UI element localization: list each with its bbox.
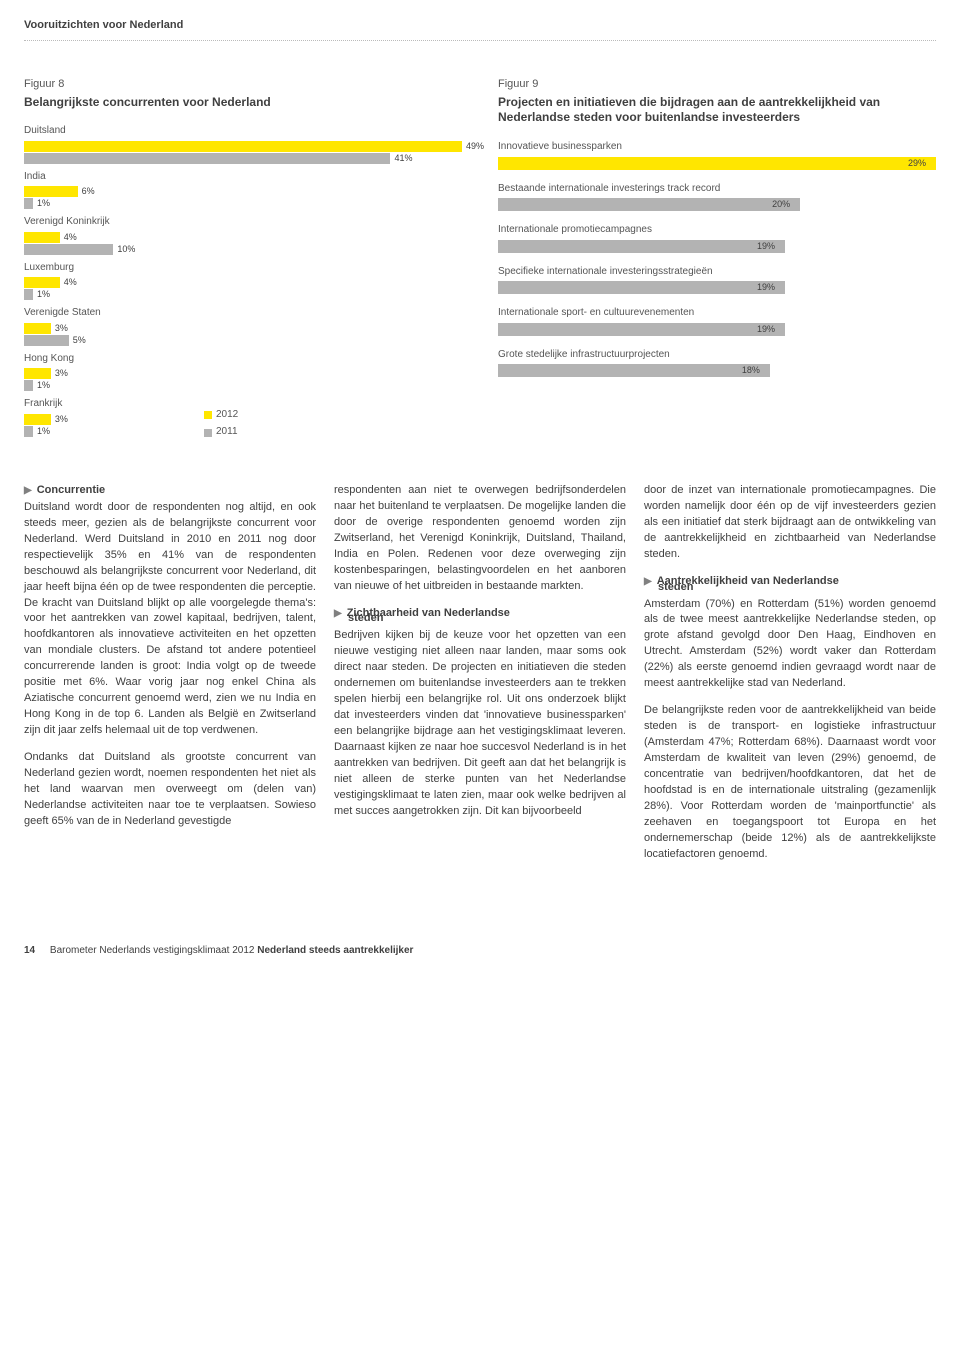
section-concurrentie-head: ▶ Concurrentie [24,483,316,499]
col2-p1: respondenten aan niet te overwegen bedri… [334,483,626,595]
figure-9-label: Figuur 9 [498,77,936,93]
chart8-country-label: Verenigde Staten [24,306,462,321]
page-header: Vooruitzichten voor Nederland [24,18,936,41]
column-3: door de inzet van internationale promoti… [644,483,936,874]
legend-swatch [204,429,212,437]
chart8-country-label: Duitsland [24,124,462,139]
arrow-icon: ▶ [644,575,652,590]
chart8-country-label: India [24,170,462,185]
chart8-value-2011: 1% [37,379,50,392]
chart8-value-2011: 10% [117,243,135,256]
section-aantrekkelijkheid-title-b: steden [658,580,693,596]
figure-8-label: Figuur 8 [24,77,462,93]
column-1: ▶ Concurrentie Duitsland wordt door de re… [24,483,316,874]
chart9-item-label: Internationale sport- en cultuurevenemen… [498,306,936,321]
figure-9: Figuur 9 Projecten en initiatieven die b… [498,77,936,443]
chart8-value-2011: 41% [394,152,412,165]
chart8-value-2012: 3% [55,322,68,335]
chart8-bar-2012: 4% [24,277,462,288]
figure-9-chart: Innovatieve businessparken 29% Bestaande i… [498,140,936,377]
chart9-value: 19% [757,281,775,294]
legend-label: 2011 [216,425,238,440]
chart8-bar-2012: 3% [24,323,462,334]
chart8-legend-item: 2012 [204,408,238,423]
figure-8-title: Belangrijkste concurrenten voor Nederlan… [24,95,462,111]
col3-p1: door de inzet van internationale promoti… [644,483,936,563]
col3-p3: De belangrijkste reden voor de aantrekke… [644,703,936,862]
chart9-bar: 19% [498,281,936,294]
chart8-bar-2011: 1% [24,289,462,300]
chart9-value: 19% [757,240,775,253]
chart8-country-label: Verenigd Koninkrijk [24,215,462,230]
chart8-value-2012: 4% [64,231,77,244]
chart9-item: Internationale sport- en cultuurevenemen… [498,306,936,336]
footer-text: Barometer Nederlands vestigingsklimaat 2… [50,945,257,956]
figure-8-chart: Duitsland 49%41% India6% 1% Verenigd Koninkr… [24,124,462,443]
col3-p2: Amsterdam (70%) en Rotterdam (51%) worde… [644,597,936,693]
section-zichtbaarheid-title-b: steden [348,611,383,627]
chart8-bar-2012: 6% [24,186,462,197]
chart9-value: 20% [772,198,790,211]
chart8-country-label: Hong Kong [24,352,462,367]
figure-9-title: Projecten en initiatieven die bijdragen … [498,95,936,126]
chart8-bar-2012: 49% [24,141,462,152]
column-2: respondenten aan niet te overwegen bedri… [334,483,626,874]
chart9-bar: 18% [498,364,936,377]
chart8-bar-2012: 4% [24,232,462,243]
section-concurrentie-title: Concurrentie [37,483,105,499]
figures-row: Figuur 8 Belangrijkste concurrenten voor… [24,77,936,443]
chart8-legend: 2012 2011 [204,408,462,443]
chart8-value-2012: 49% [466,140,484,153]
chart9-item: Internationale promotiecampagnes 19% [498,223,936,253]
chart9-item: Bestaande internationale investerings tr… [498,182,936,212]
chart9-item-label: Grote stedelijke infrastructuurprojecten [498,348,936,363]
chart9-value: 19% [757,323,775,336]
chart9-item-label: Internationale promotiecampagnes [498,223,936,238]
chart8-value-2011: 1% [37,425,50,438]
col2-p2: Bedrijven kijken bij de keuze voor het o… [334,628,626,819]
col1-p2: Ondanks dat Duitsland als grootste concu… [24,750,316,830]
chart8-value-2012: 3% [55,367,68,380]
chart9-item-label: Specifieke internationale investeringsst… [498,265,936,280]
chart9-item-label: Innovatieve businessparken [498,140,936,155]
chart8-country-label: Luxemburg [24,261,462,276]
chart8-bar-2011: 1% [24,198,462,209]
chart9-item: Grote stedelijke infrastructuurprojecten… [498,348,936,378]
col1-p1: Duitsland wordt door de respondenten nog… [24,500,316,739]
chart8-bar-2011: 1% [24,380,462,391]
chart9-bar: 29% [498,157,936,170]
chart9-value: 18% [742,364,760,377]
chart8-bar-2011: 41% [24,153,462,164]
legend-label: 2012 [216,408,238,423]
body-columns: ▶ Concurrentie Duitsland wordt door de re… [24,483,936,874]
chart9-value: 29% [908,157,926,170]
page-number: 14 [24,945,35,956]
arrow-icon: ▶ [24,484,32,499]
arrow-icon: ▶ [334,607,342,622]
footer-bold: Nederland steeds aantrekkelijker [257,945,413,956]
chart8-bar-2011: 10% [24,244,462,255]
chart8-bar-2012: 3% [24,368,462,379]
chart9-bar: 19% [498,323,936,336]
chart8-bar-2011: 5% [24,335,462,346]
chart9-item: Innovatieve businessparken 29% [498,140,936,170]
legend-swatch [204,411,212,419]
chart8-value-2011: 1% [37,288,50,301]
chart9-item: Specifieke internationale investeringsst… [498,265,936,295]
chart9-bar: 19% [498,240,936,253]
chart9-item-label: Bestaande internationale investerings tr… [498,182,936,197]
chart8-value-2011: 1% [37,197,50,210]
chart8-value-2012: 4% [64,276,77,289]
figure-8: Figuur 8 Belangrijkste concurrenten voor… [24,77,462,443]
chart9-bar: 20% [498,198,936,211]
chart8-value-2012: 3% [55,413,68,426]
chart8-value-2011: 5% [73,334,86,347]
page-footer: 14 Barometer Nederlands vestigingsklimaa… [24,944,936,959]
chart8-value-2012: 6% [82,185,95,198]
chart8-legend-item: 2011 [204,425,238,440]
